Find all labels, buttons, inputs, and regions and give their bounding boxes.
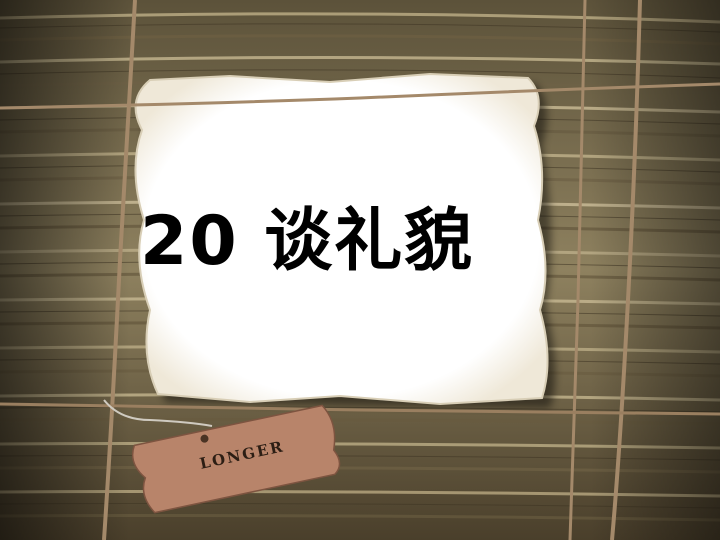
white-paper-frame: [134, 72, 549, 406]
tag-wire: [103, 399, 213, 427]
twine-horizontal-bottom: [0, 402, 720, 416]
twine-vertical-right: [610, 0, 642, 540]
twine-horizontal-top: [0, 82, 720, 110]
slide-title: 20 谈礼貌: [140, 202, 475, 281]
longer-tag: [131, 404, 341, 514]
twine-vertical-left: [102, 0, 137, 540]
